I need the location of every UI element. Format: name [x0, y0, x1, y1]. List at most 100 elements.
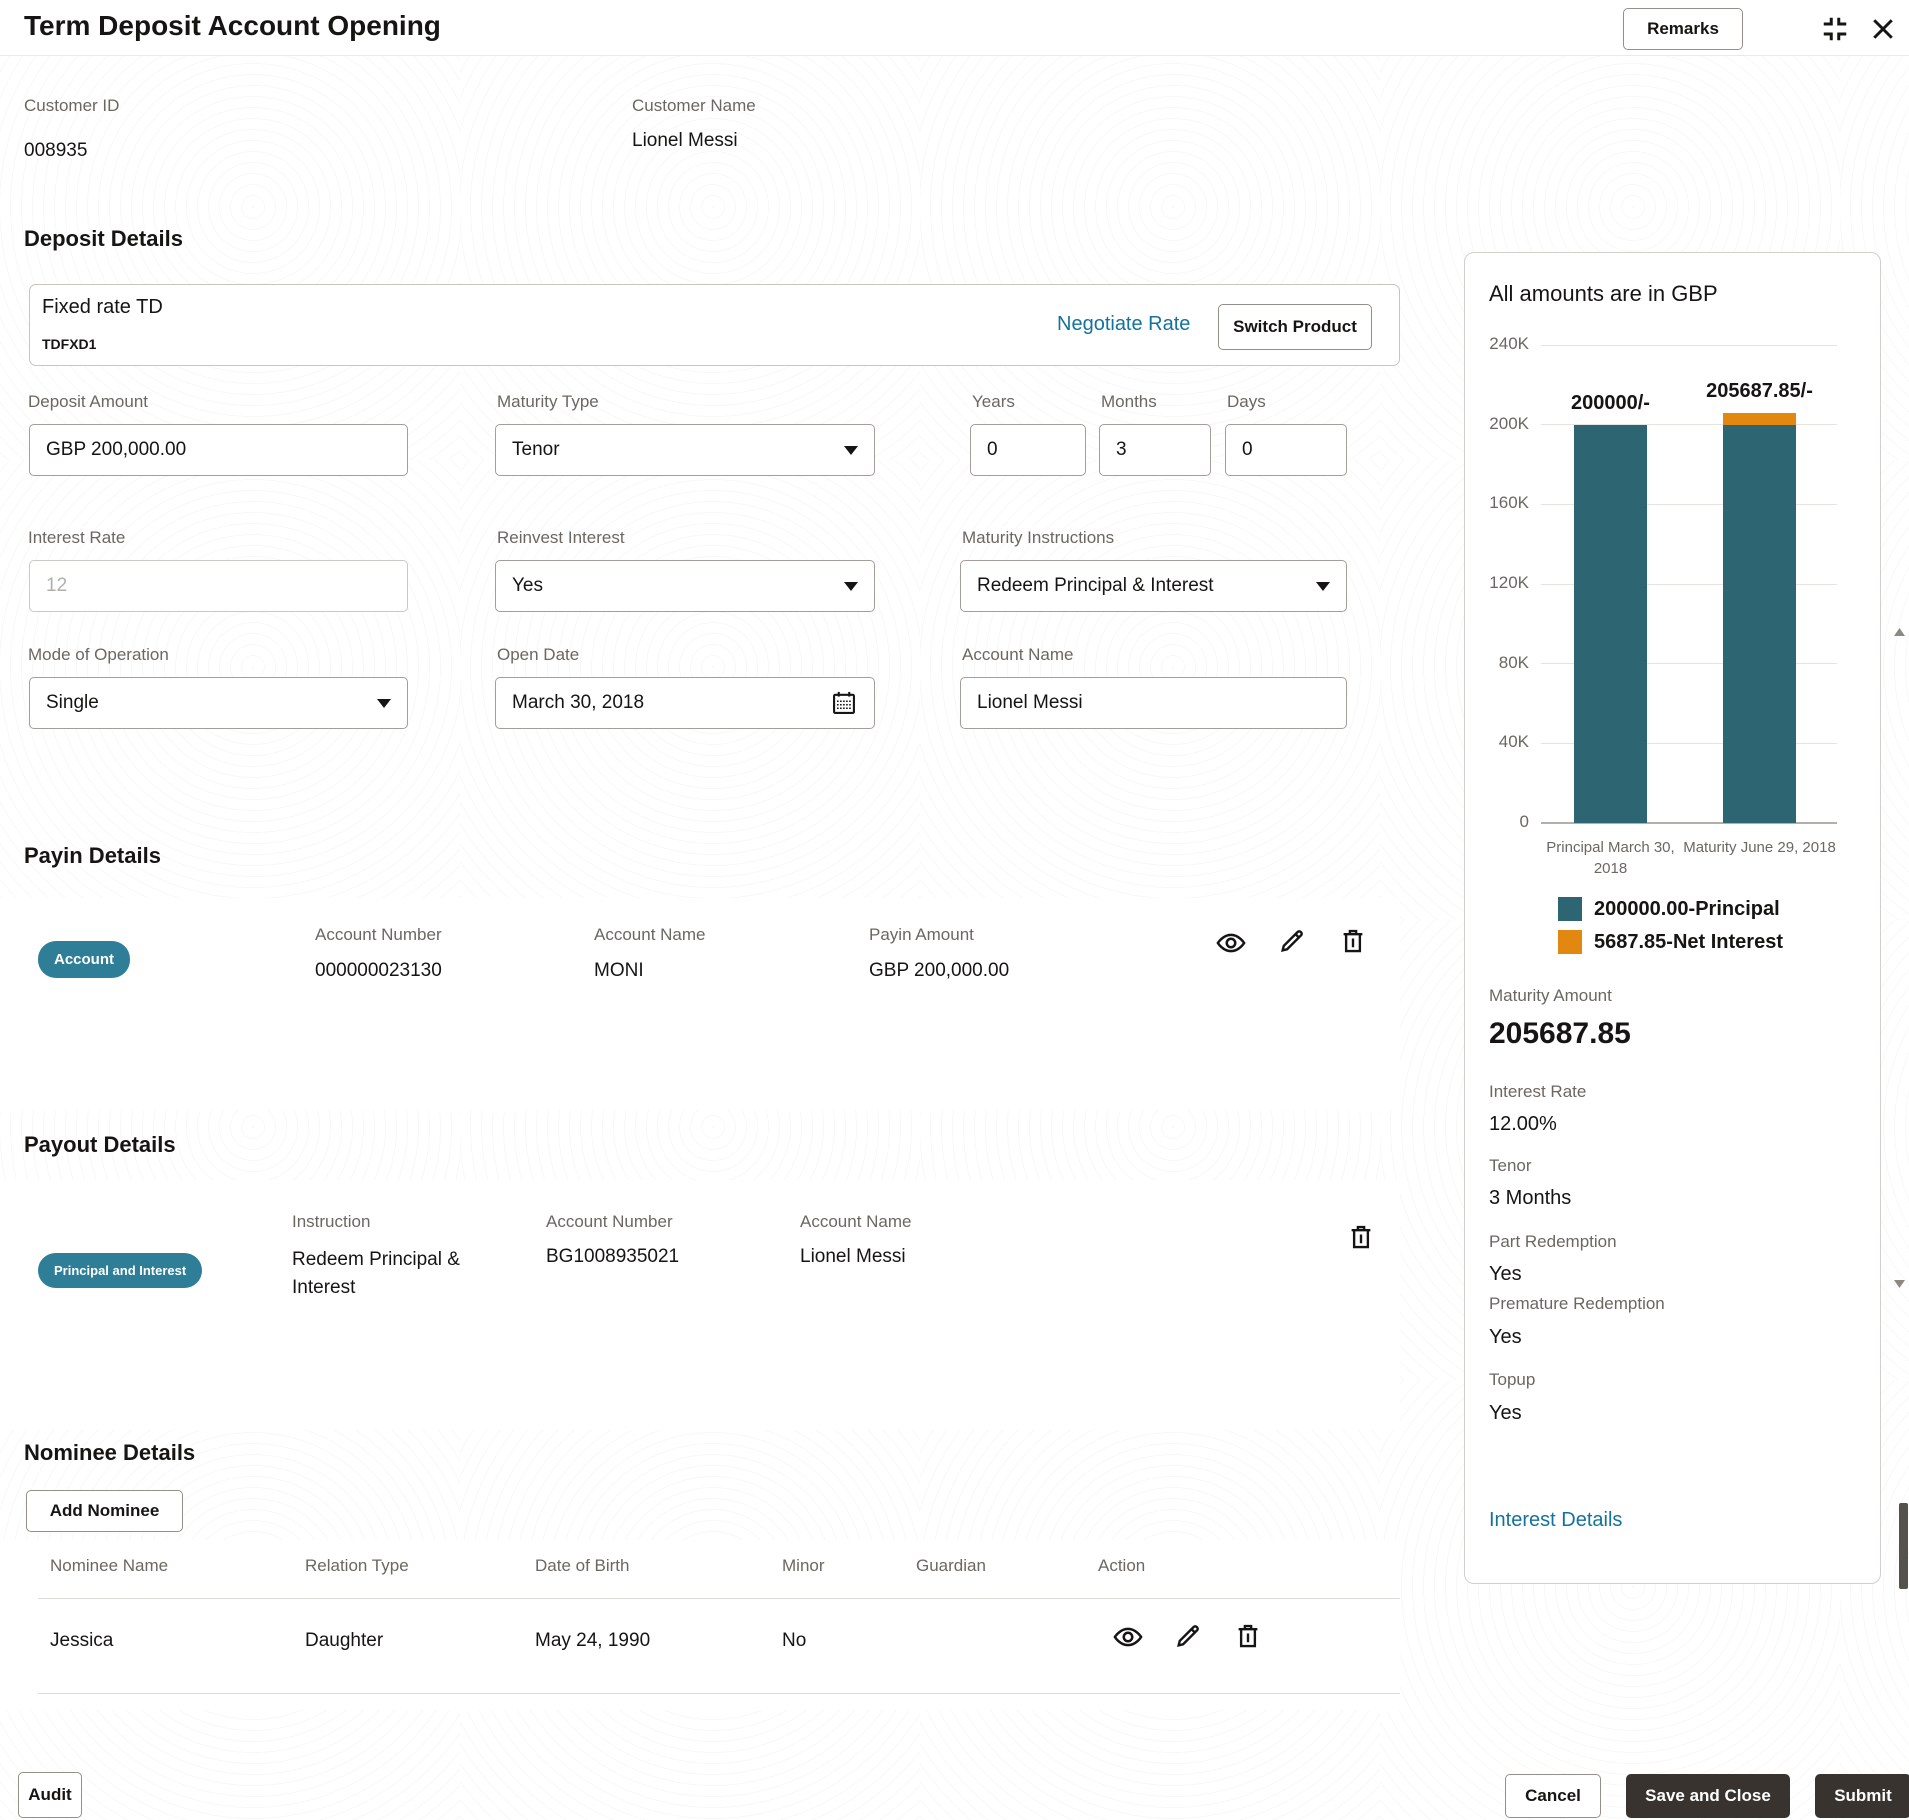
nominee-edit-icon[interactable]	[1173, 1621, 1203, 1656]
add-nominee-button[interactable]: Add Nominee	[26, 1490, 183, 1532]
deposit-amount-input[interactable]	[29, 424, 408, 476]
maturity-instructions-value: Redeem Principal & Interest	[977, 575, 1214, 596]
nominee-delete-icon[interactable]	[1233, 1621, 1263, 1656]
nominee-table	[0, 1540, 1400, 1710]
account-name-input[interactable]	[960, 677, 1347, 729]
payout-details-heading: Payout Details	[24, 1132, 176, 1157]
payout-instruction: Redeem Principal & Interest	[292, 1249, 460, 1298]
nominee-col-action: Action	[1098, 1556, 1146, 1575]
gridline	[1541, 424, 1837, 426]
x-axis-line	[1541, 822, 1837, 824]
topup-value: Yes	[1489, 1402, 1522, 1424]
payin-view-icon[interactable]	[1216, 928, 1246, 963]
customer-name-label: Customer Name	[632, 96, 756, 115]
interest-details-link[interactable]: Interest Details	[1489, 1509, 1623, 1531]
cancel-button[interactable]: Cancel	[1505, 1774, 1601, 1818]
open-date-input[interactable]: March 30, 2018	[495, 677, 875, 729]
reinvest-interest-value: Yes	[512, 575, 543, 596]
scrollbar-thumb[interactable]	[1899, 1503, 1908, 1589]
mode-of-operation-select[interactable]: Single	[29, 677, 408, 729]
header-bar	[0, 0, 1909, 56]
save-and-close-button[interactable]: Save and Close	[1626, 1774, 1790, 1818]
nominee-name: Jessica	[50, 1630, 114, 1651]
calendar-icon[interactable]	[830, 689, 858, 717]
y-tick-label: 160K	[1489, 493, 1529, 513]
payout-instruction-label: Instruction	[292, 1212, 371, 1231]
chart-legend: 200000.00-Principal 5687.85-Net Interest	[1558, 897, 1783, 963]
gridline	[1541, 742, 1837, 744]
submit-button[interactable]: Submit	[1815, 1774, 1909, 1818]
summary-panel: All amounts are in GBP 240K 200K 160K 120K 8…	[1464, 252, 1881, 1584]
interest-rate-input[interactable]	[29, 560, 408, 612]
days-label: Days	[1227, 392, 1266, 411]
customer-name-value: Lionel Messi	[632, 130, 738, 151]
chevron-down-icon	[1316, 575, 1330, 597]
nominee-row-divider	[38, 1693, 1400, 1694]
payin-badge: Account	[38, 941, 130, 978]
legend-label: 5687.85-Net Interest	[1594, 930, 1783, 953]
maturity-instructions-label: Maturity Instructions	[962, 528, 1115, 547]
remarks-button[interactable]: Remarks	[1623, 8, 1743, 50]
nominee-header-divider	[38, 1598, 1400, 1599]
gridline	[1541, 503, 1837, 505]
payin-card	[0, 898, 1400, 1110]
x-category-label: Maturity June 29, 2018	[1683, 839, 1836, 856]
account-name-label: Account Name	[962, 645, 1074, 664]
scroll-down-arrow[interactable]	[1893, 1276, 1906, 1294]
payout-account-number-label: Account Number	[546, 1212, 673, 1231]
nominee-col-relation: Relation Type	[305, 1556, 409, 1575]
payin-edit-icon[interactable]	[1277, 926, 1307, 961]
part-redemption-label: Part Redemption	[1489, 1232, 1617, 1251]
close-icon[interactable]	[1868, 14, 1898, 44]
chevron-down-icon	[844, 575, 858, 597]
legend-label: 200000.00-Principal	[1594, 897, 1780, 920]
nominee-minor: No	[782, 1630, 807, 1651]
summary-tenor-value: 3 Months	[1489, 1187, 1572, 1209]
payin-account-name-label: Account Name	[594, 925, 706, 944]
payout-account-number: BG1008935021	[546, 1246, 680, 1267]
payin-account-number: 000000023130	[315, 960, 442, 981]
days-input[interactable]	[1225, 424, 1347, 476]
nominee-view-icon[interactable]	[1113, 1622, 1143, 1657]
maturity-amount-label: Maturity Amount	[1489, 986, 1612, 1005]
summary-tenor-label: Tenor	[1489, 1156, 1532, 1175]
summary-interest-rate-value: 12.00%	[1489, 1113, 1557, 1135]
y-tick-label: 120K	[1489, 573, 1529, 592]
page-title: Term Deposit Account Opening	[24, 10, 441, 41]
nominee-col-minor: Minor	[782, 1556, 825, 1575]
bar-segment	[1723, 413, 1796, 425]
collapse-icon[interactable]	[1820, 14, 1850, 44]
summary-interest-rate-label: Interest Rate	[1489, 1082, 1587, 1101]
switch-product-button[interactable]: Switch Product	[1218, 304, 1372, 350]
payout-account-name-label: Account Name	[800, 1212, 912, 1231]
payout-account-name: Lionel Messi	[800, 1246, 906, 1267]
bar-segment	[1723, 424, 1796, 823]
y-tick-label: 200K	[1489, 413, 1529, 433]
y-tick-label: 40K	[1498, 732, 1529, 752]
maturity-amount-value: 205687.85	[1489, 1017, 1631, 1050]
nominee-details-heading: Nominee Details	[24, 1440, 196, 1465]
payin-delete-icon[interactable]	[1338, 926, 1368, 961]
years-input[interactable]	[970, 424, 1086, 476]
negotiate-rate-link[interactable]: Negotiate Rate	[1057, 313, 1191, 335]
payin-amount-label: Payin Amount	[869, 925, 974, 944]
maturity-instructions-select[interactable]: Redeem Principal & Interest	[960, 560, 1347, 612]
y-tick-label: 80K	[1498, 652, 1529, 672]
audit-button[interactable]: Audit	[18, 1772, 82, 1818]
months-input[interactable]	[1099, 424, 1211, 476]
payin-account-number-label: Account Number	[315, 925, 442, 944]
y-tick-label: 0	[1519, 812, 1529, 831]
reinvest-interest-select[interactable]: Yes	[495, 560, 875, 612]
mode-of-operation-value: Single	[46, 692, 99, 713]
nominee-dob: May 24, 1990	[535, 1630, 651, 1651]
nominee-relation: Daughter	[305, 1630, 384, 1651]
payout-card	[0, 1180, 1400, 1430]
payout-delete-icon[interactable]	[1346, 1222, 1376, 1257]
payin-account-name: MONI	[594, 960, 644, 981]
premature-redemption-value: Yes	[1489, 1326, 1522, 1348]
reinvest-interest-label: Reinvest Interest	[497, 528, 625, 547]
gridline	[1541, 583, 1837, 585]
nominee-col-dob: Date of Birth	[535, 1556, 630, 1575]
maturity-type-select[interactable]: Tenor	[495, 424, 875, 476]
scroll-up-arrow[interactable]	[1893, 624, 1906, 642]
